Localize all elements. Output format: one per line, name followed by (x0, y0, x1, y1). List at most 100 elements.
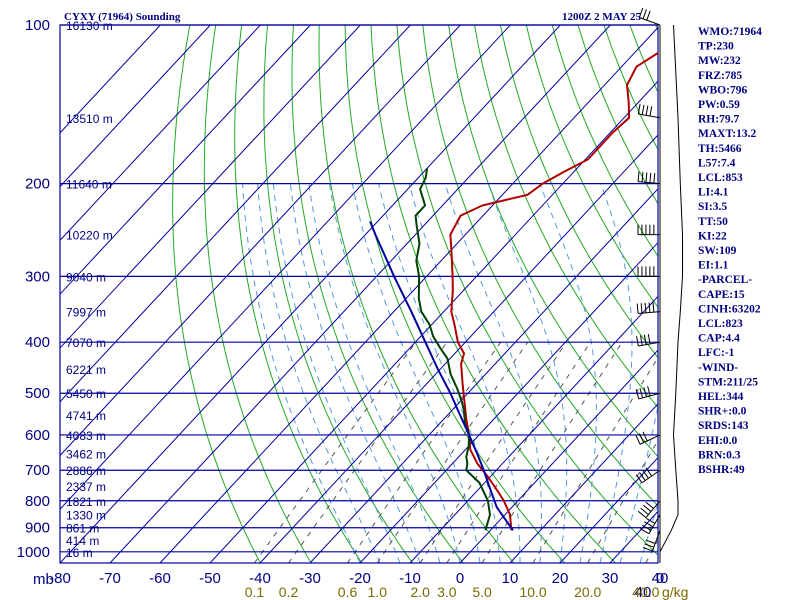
height-label: 5450 m (66, 387, 106, 401)
index-value: BSHR:49 (698, 464, 745, 476)
temperature-profile-line (449, 51, 658, 531)
pressure-label: 900 (25, 520, 50, 537)
index-value: SW:109 (698, 245, 737, 257)
wind-barb (642, 530, 661, 552)
mixing-ratio-line (446, 341, 591, 563)
index-value: L57:7.4 (698, 157, 736, 169)
index-value: SRDS:143 (698, 420, 749, 432)
mixing-ratio-label: 20.0 (574, 584, 601, 600)
temperature-tick-label: -30 (299, 570, 321, 587)
wind-barb-column: 040 (635, 7, 683, 600)
moist-adiabat (242, 183, 361, 563)
height-label: 7070 m (66, 336, 106, 350)
moist-adiabat (619, 403, 658, 563)
wind-barb (637, 171, 661, 185)
dry-adiabat (499, 25, 658, 359)
wind-barb (636, 302, 661, 315)
pressure-label: 1000 (17, 544, 50, 561)
plot-frame (59, 24, 659, 564)
height-label: 13510 m (66, 112, 113, 126)
index-value: FRZ:785 (698, 70, 742, 82)
dry-adiabat (203, 25, 312, 563)
temperature-tick-label: -20 (349, 570, 371, 587)
isotherm (60, 25, 361, 349)
wind-barb (637, 500, 661, 519)
dewpoint-profile-line (414, 168, 492, 531)
mixing-ratio-label: 10.0 (519, 584, 546, 600)
isotherm (559, 456, 658, 563)
wind-speed-profile (659, 24, 683, 553)
wind-barb (635, 467, 661, 484)
pressure-label: 300 (25, 268, 50, 285)
height-label: 9040 m (66, 270, 106, 284)
indices-panel: WMO:71964 TP:230 MW:232 FRZ:785 WBO:796 PW:0.… (698, 26, 762, 476)
height-label: 16 m (66, 546, 93, 560)
moist-adiabat (378, 183, 501, 563)
index-value: MAXT:13.2 (698, 128, 756, 140)
isotherm (60, 25, 411, 403)
index-value: SI:3.5 (698, 201, 727, 213)
chart-title: CYXY (71964) Sounding (64, 11, 181, 23)
moist-adiabat (257, 183, 381, 563)
isotherm (309, 188, 658, 563)
index-value: MW:232 (698, 55, 741, 67)
index-value: -PARCEL- (698, 274, 752, 286)
moist-adiabat (487, 183, 568, 563)
pressure-label: 500 (25, 385, 50, 402)
pressure-unit-label: mb (33, 571, 54, 588)
dry-adiabat (396, 25, 658, 556)
isotherm (159, 26, 658, 563)
index-value: KI:22 (698, 230, 727, 242)
temperature-tick-label: -60 (149, 570, 171, 587)
isotherm (459, 349, 658, 563)
moist-adiabat (351, 183, 481, 563)
isotherm (209, 80, 658, 563)
dry-adiabat (172, 25, 261, 563)
index-value: TT:50 (698, 216, 728, 228)
height-label: 1821 m (66, 495, 106, 509)
pressure-label: 600 (25, 427, 50, 444)
temperature-tick-label: 20 (552, 570, 569, 587)
height-label: 414 m (66, 534, 99, 548)
mixing-ratio-label: 2.0 (410, 584, 430, 600)
height-label: 4083 m (66, 429, 106, 443)
mixing-ratio-label: 0.1 (245, 584, 265, 600)
isotherm (509, 403, 658, 563)
dry-adiabat (344, 25, 565, 563)
height-label: 11640 m (66, 178, 112, 192)
dry-adiabat (318, 25, 515, 563)
index-value: CINH:63202 (698, 303, 761, 315)
dry-adiabat (291, 25, 464, 563)
pressure-label: 100 (25, 17, 50, 34)
index-value: CAP:4.4 (698, 333, 740, 345)
temperature-tick-label: -70 (99, 570, 121, 587)
dry-adiabat (234, 25, 363, 563)
wind-scale-max-label: 40 (635, 584, 652, 600)
isotherm (60, 25, 161, 134)
index-value: EHI:0.0 (698, 435, 738, 447)
moist-adiabat (289, 183, 421, 563)
index-value: LI:4.1 (698, 187, 729, 199)
index-value: WMO:71964 (698, 26, 762, 38)
mixing-ratio-label: 40.0 (632, 584, 659, 600)
index-value: -WIND- (698, 362, 738, 374)
height-label: 7997 m (66, 306, 106, 320)
isotherm (60, 25, 561, 563)
isotherm (60, 25, 461, 457)
wind-barb (637, 224, 660, 236)
index-value: EI:1.1 (698, 260, 729, 272)
mixing-ratio-label: 5.0 (472, 584, 492, 600)
dry-adiabat (759, 25, 800, 563)
dry-adiabat (263, 25, 413, 563)
height-label: 2337 m (66, 480, 106, 494)
temperature-tick-label: -50 (199, 570, 221, 587)
temperature-tick-label: -80 (49, 570, 71, 587)
wind-barb (640, 514, 661, 535)
dry-adiabat (785, 25, 800, 563)
dry-adiabat (525, 25, 658, 309)
mixing-ratio-unit-label: g/kg (662, 584, 688, 600)
mixing-ratio-label: 1.0 (368, 584, 388, 600)
index-value: BRN:0.3 (698, 449, 741, 461)
temperature-tick-label: 40 (652, 570, 669, 587)
